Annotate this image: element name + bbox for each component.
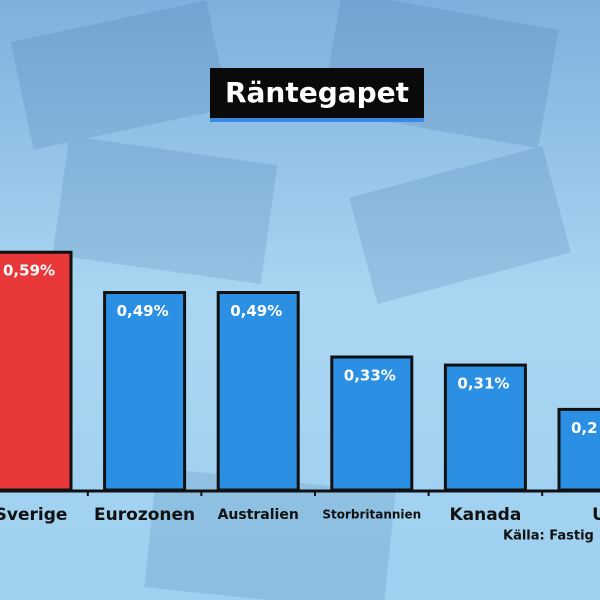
- bar: [103, 291, 187, 492]
- value-label: 0,49%: [117, 302, 169, 320]
- title-underline: [210, 118, 424, 122]
- banknote-pattern: [10, 0, 571, 600]
- value-label: 0,33%: [344, 367, 396, 385]
- bar: [557, 407, 600, 492]
- bar: [330, 355, 414, 492]
- title-box: [210, 68, 424, 120]
- bar: [0, 250, 73, 492]
- x-tick-label: Sverige: [0, 505, 67, 525]
- x-tick-label: U: [592, 505, 600, 525]
- x-tick-label: Kanada: [449, 505, 521, 525]
- source: Källa: Fastig: [503, 529, 594, 544]
- value-label: 0,59%: [3, 262, 55, 280]
- x-tick-label: Storbritannien: [322, 508, 421, 522]
- bar: [216, 291, 300, 492]
- x-tick-label: Australien: [218, 507, 299, 523]
- value-label: 0,31%: [457, 375, 509, 393]
- x-tick-label: Eurozonen: [94, 505, 195, 525]
- bar: [443, 363, 527, 492]
- value-label: 0,2: [571, 419, 598, 437]
- chart-title: Räntegapet: [225, 76, 409, 109]
- value-label: 0,49%: [230, 302, 282, 320]
